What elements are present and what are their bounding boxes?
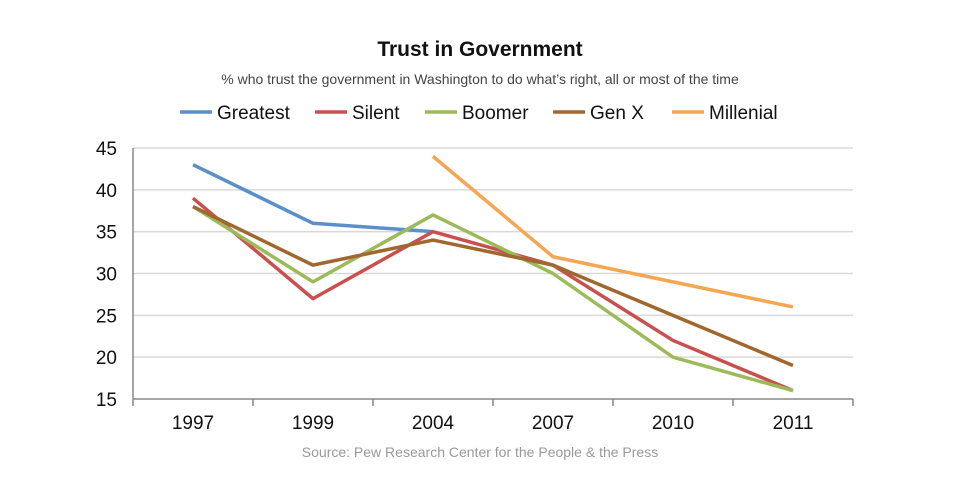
series-line-millenial <box>431 155 794 309</box>
series-line-boomer <box>192 205 794 393</box>
chart-source: Source: Pew Research Center for the Peop… <box>301 444 659 460</box>
legend-label: Millenial <box>709 103 778 124</box>
y-tick-label: 35 <box>96 223 117 244</box>
x-tick-label: 2010 <box>652 413 694 434</box>
y-tick-label: 30 <box>96 265 117 286</box>
x-tick-label: 2007 <box>532 413 574 434</box>
x-tick-label: 2011 <box>773 413 814 434</box>
y-tick-label: 20 <box>96 348 117 369</box>
y-tick-label: 45 <box>96 139 117 160</box>
legend-label: Silent <box>352 103 400 124</box>
legend-label: Gen X <box>590 103 644 124</box>
y-tick-label: 15 <box>96 390 117 411</box>
legend-label: Boomer <box>462 103 529 124</box>
x-tick-label: 1997 <box>172 413 214 434</box>
series-line-silent <box>191 196 794 393</box>
y-tick-label: 25 <box>96 306 117 327</box>
y-tick-label: 40 <box>96 181 117 202</box>
chart-subtitle: % who trust the government in Washington… <box>221 71 739 87</box>
x-tick-label: 2004 <box>412 413 455 434</box>
series-line-gen-x <box>192 204 794 368</box>
x-tick-label: 1999 <box>292 413 334 434</box>
chart-title: Trust in Government <box>377 38 583 61</box>
series-line-greatest <box>192 163 434 234</box>
legend-label: Greatest <box>217 103 291 124</box>
